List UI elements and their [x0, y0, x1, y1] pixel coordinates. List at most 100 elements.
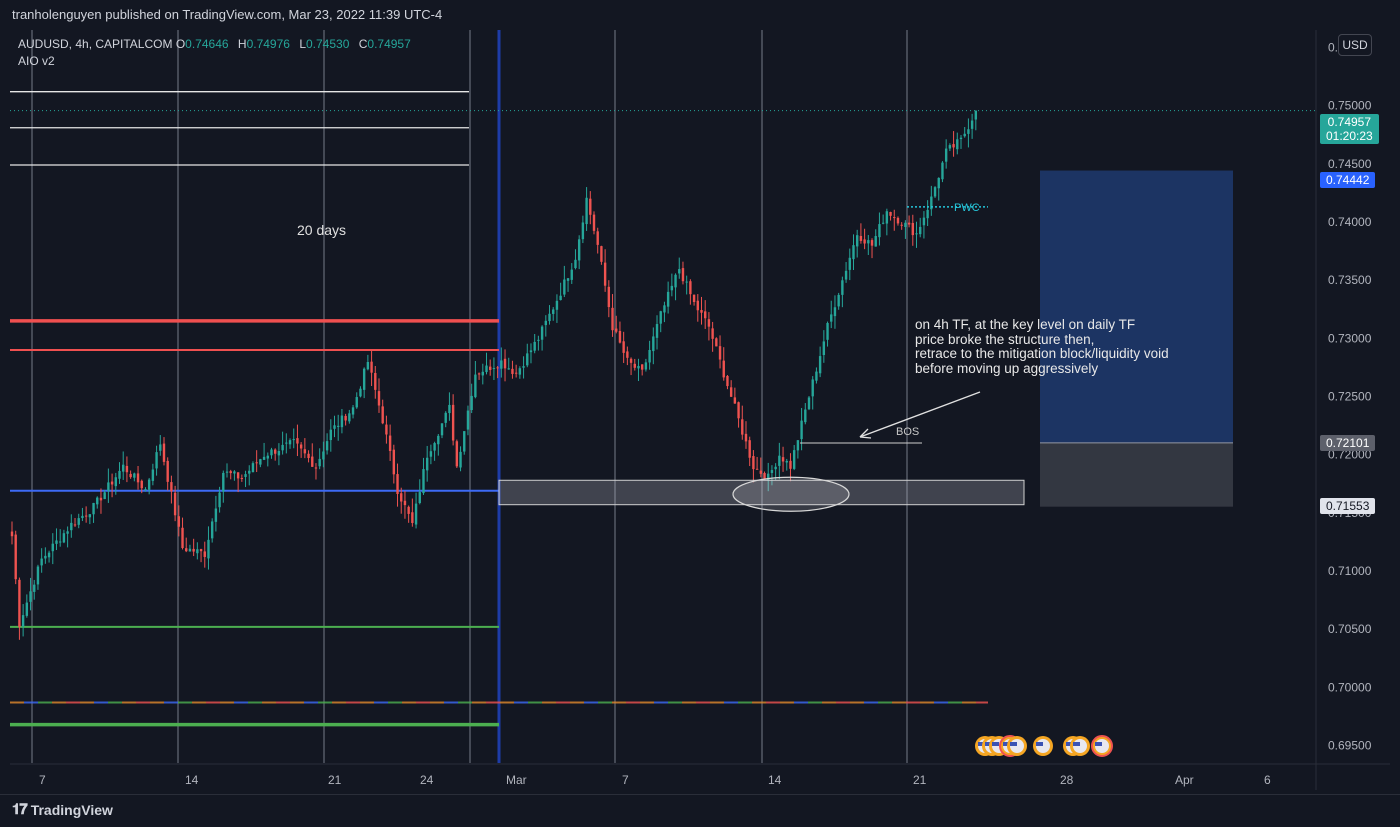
candle-body [463, 431, 466, 452]
candle-body [455, 441, 459, 467]
tradingview-mark-icon: 𝟏𝟕 [12, 801, 28, 818]
candle-body [414, 503, 418, 525]
candle-body [51, 543, 54, 552]
candle-body [718, 346, 722, 360]
candle-body [133, 473, 136, 478]
candle-body [400, 493, 403, 502]
price-tick-label: 0.71000 [1328, 564, 1372, 578]
candle-body [689, 281, 692, 295]
candle-body [259, 459, 262, 465]
legend-indicator[interactable]: AIO v2 [18, 54, 55, 68]
time-tick-label: Mar [506, 773, 527, 787]
candle-body [696, 300, 699, 311]
candle-body [948, 145, 952, 149]
currency-button[interactable]: USD [1338, 34, 1372, 56]
range-label[interactable]: 20 days [297, 222, 347, 238]
candle-body [548, 313, 551, 322]
candle-body [741, 419, 744, 435]
candle-body [655, 324, 659, 338]
candle-body [181, 527, 184, 549]
candle-body [440, 423, 444, 436]
candle-body [540, 326, 544, 340]
candle-body [878, 224, 881, 238]
candle-body [956, 139, 959, 150]
chart-area[interactable]: 0.755000.750000.745000.740000.735000.730… [10, 30, 1390, 790]
candle-body [418, 492, 421, 504]
candle-body [244, 474, 247, 477]
candle-body [14, 534, 17, 580]
candle-body [907, 222, 911, 225]
candle-body [889, 211, 892, 216]
candle-body [266, 455, 269, 459]
candle-body [322, 451, 325, 460]
candle-body [296, 438, 299, 444]
candle-body [344, 415, 347, 421]
candle-body [778, 455, 781, 466]
legend-low-label: L [299, 37, 306, 51]
candle-body [192, 548, 195, 552]
candle-body [644, 362, 648, 370]
candle-body [870, 240, 874, 246]
candle-body [930, 196, 933, 210]
candle-body [270, 449, 273, 456]
candle-body [826, 323, 829, 340]
candle-body [915, 233, 918, 235]
candle-body [107, 482, 110, 492]
candle-body [299, 444, 303, 449]
legend-symbol-row: AUDUSD, 4h, CAPITALCOM O0.74646 H0.74976… [18, 36, 417, 53]
take-profit-zone [1040, 170, 1233, 443]
candle-body [663, 305, 666, 313]
candle-body [396, 474, 399, 495]
candle-body [618, 330, 622, 343]
candle-body [136, 473, 140, 483]
legend-symbol[interactable]: AUDUSD, 4h, CAPITALCOM [18, 37, 173, 51]
analysis-note[interactable]: on 4h TF, at the key level on daily TF p… [915, 317, 1169, 376]
candle-body [411, 512, 414, 523]
candle-body [589, 198, 592, 215]
candle-body [362, 368, 366, 390]
candle-body [377, 391, 381, 406]
legend-close: 0.74957 [367, 37, 411, 51]
candle-body [147, 479, 151, 490]
candle-body [474, 374, 477, 398]
time-tick-label: 21 [913, 773, 927, 787]
price-chart[interactable]: 0.755000.750000.745000.740000.735000.730… [10, 30, 1390, 790]
candle-body [255, 462, 258, 464]
candle-body [333, 425, 336, 429]
tradingview-logo[interactable]: 𝟏𝟕 TradingView [12, 801, 113, 818]
candle-body [88, 514, 92, 518]
countdown-value: 01:20:23 [1326, 129, 1373, 143]
candle-body [359, 388, 362, 397]
candle-body [110, 481, 114, 485]
candle-body [629, 358, 633, 363]
candle-body [425, 457, 429, 471]
candle-body [526, 353, 529, 366]
target-price-tag: 0.74442 [1320, 172, 1376, 188]
candle-body [366, 362, 370, 370]
price-tick-label: 0.73500 [1328, 273, 1372, 287]
candle-body [896, 217, 900, 224]
candle-body [729, 387, 733, 397]
candle-body [36, 566, 40, 585]
candle-body [974, 110, 978, 120]
candle-body [700, 309, 703, 313]
event-flag-canton [992, 742, 999, 746]
candle-body [285, 442, 288, 444]
candle-body [381, 406, 384, 424]
candle-body [592, 214, 596, 231]
us-flag-event-icon [1033, 736, 1053, 756]
note-line: retrace to the mitigation block/liquidit… [915, 346, 1169, 361]
event-flag-canton [985, 742, 992, 746]
candle-body [533, 341, 536, 351]
candle-body [848, 257, 851, 270]
candle-body [222, 472, 225, 492]
candle-body [500, 360, 503, 369]
candle-body [652, 336, 655, 352]
candle-body [248, 470, 251, 474]
price-tick-label: 0.72500 [1328, 390, 1372, 404]
bos-label[interactable]: BOS [896, 426, 920, 438]
event-flag-canton [1073, 742, 1080, 746]
note-line: before moving up aggressively [915, 360, 1099, 376]
candle-body [392, 449, 396, 475]
last-price-value: 0.74957 [1327, 115, 1372, 129]
